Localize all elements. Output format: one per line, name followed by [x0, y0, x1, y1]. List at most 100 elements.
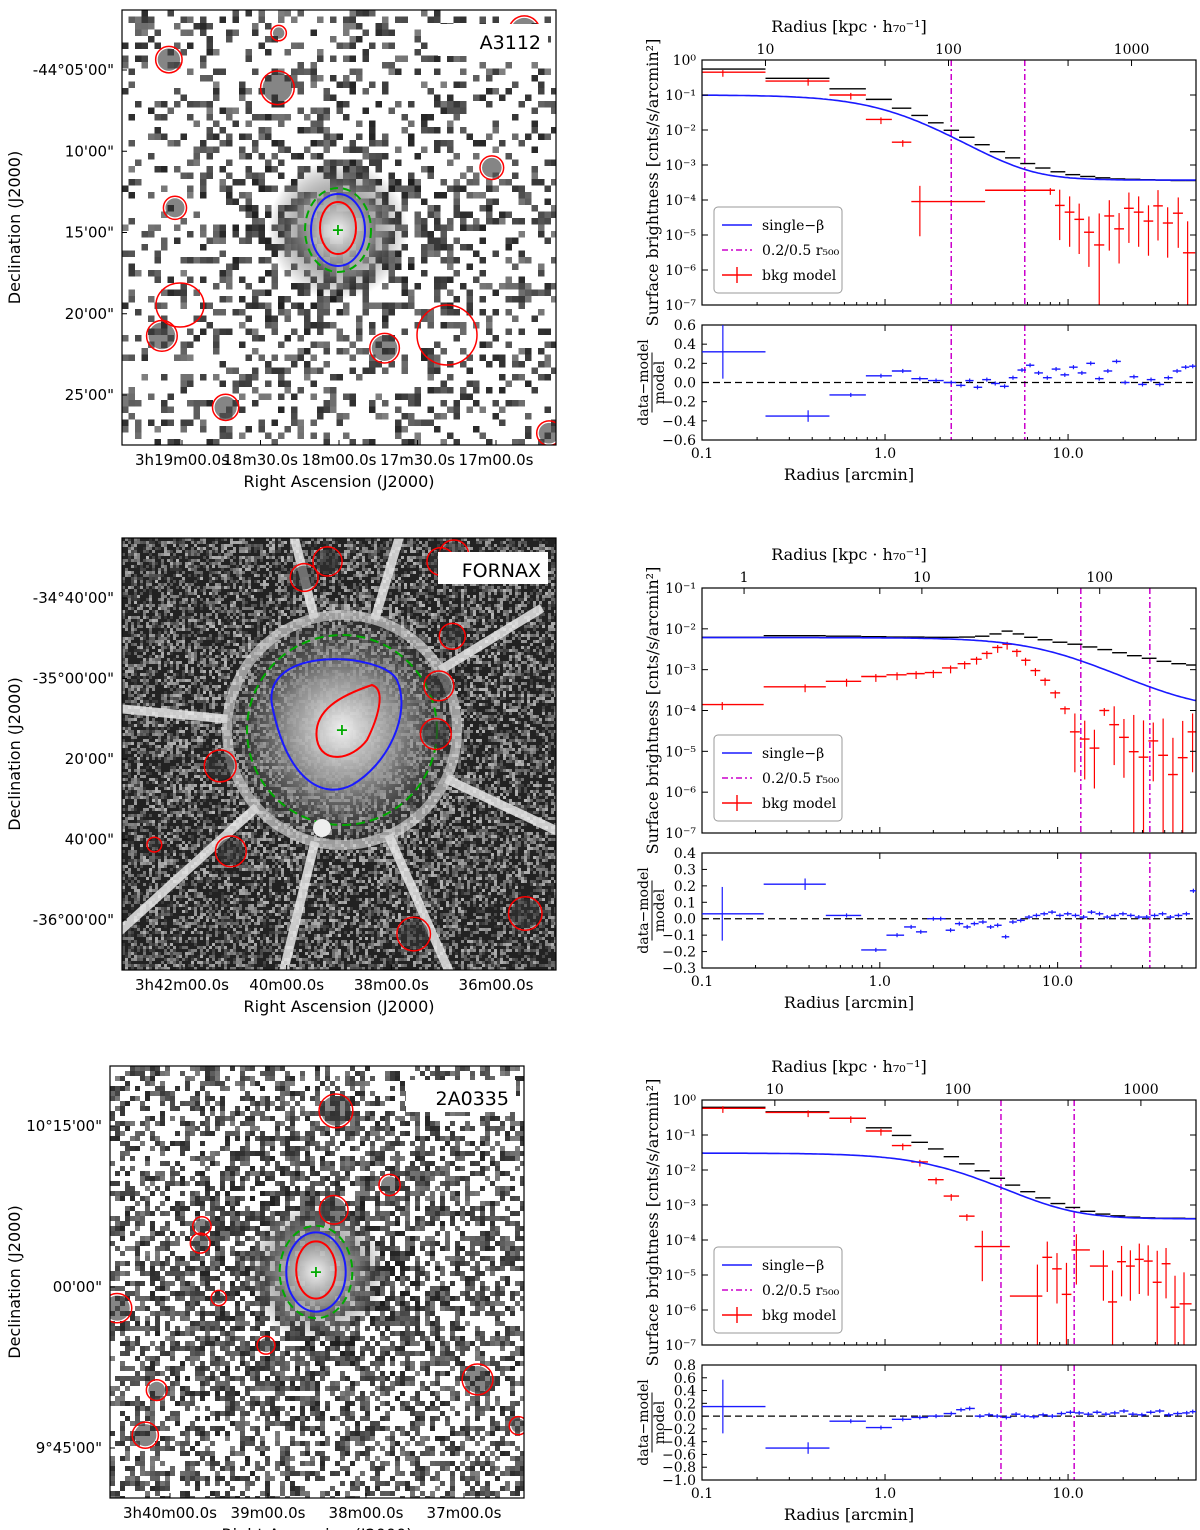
noise-pixel — [194, 646, 197, 649]
noise-pixel — [233, 562, 236, 565]
noise-pixel — [242, 613, 245, 616]
noise-pixel — [533, 625, 536, 628]
noise-pixel — [453, 101, 460, 108]
noise-pixel — [149, 577, 152, 580]
noise-pixel — [479, 140, 486, 147]
noise-pixel — [254, 547, 257, 550]
noise-pixel — [251, 607, 254, 610]
noise-pixel — [499, 387, 506, 394]
noise-pixel — [296, 607, 299, 610]
noise-pixel — [476, 631, 479, 634]
noise-pixel — [485, 541, 488, 544]
noise-pixel — [219, 361, 226, 368]
noise-pixel — [545, 541, 548, 544]
noise-pixel — [134, 616, 137, 619]
noise-pixel — [258, 289, 265, 296]
noise-pixel — [284, 577, 287, 580]
noise-pixel — [154, 426, 161, 433]
noise-pixel — [362, 153, 369, 160]
noise-pixel — [200, 62, 207, 69]
noise-pixel — [271, 276, 278, 283]
noise-pixel — [421, 315, 428, 322]
noise-pixel — [440, 231, 447, 238]
noise-pixel — [421, 270, 428, 277]
noise-pixel — [173, 574, 176, 577]
noise-pixel — [167, 140, 174, 147]
noise-pixel — [473, 179, 480, 186]
noise-pixel — [154, 257, 161, 264]
noise-pixel — [500, 541, 503, 544]
noise-pixel — [330, 406, 337, 413]
noise-pixel — [421, 146, 428, 153]
noise-pixel — [388, 68, 395, 75]
noise-pixel — [161, 237, 168, 244]
noise-pixel — [140, 604, 143, 607]
noise-pixel — [213, 68, 220, 75]
noise-pixel — [554, 544, 556, 547]
noise-pixel — [455, 592, 458, 595]
noise-pixel — [473, 595, 476, 598]
noise-pixel — [311, 553, 314, 556]
noise-pixel — [413, 541, 416, 544]
noise-pixel — [538, 309, 545, 316]
noise-pixel — [349, 81, 356, 88]
noise-pixel — [296, 598, 299, 601]
noise-pixel — [278, 393, 285, 400]
noise-pixel — [314, 550, 317, 553]
noise-pixel — [173, 538, 176, 541]
noise-pixel — [224, 580, 227, 583]
noise-pixel — [218, 640, 221, 643]
noise-pixel — [479, 309, 486, 316]
noise-pixel — [382, 140, 389, 147]
noise-pixel — [314, 589, 317, 592]
noise-pixel — [200, 577, 203, 580]
noise-pixel — [447, 250, 454, 257]
noise-pixel — [461, 595, 464, 598]
noise-pixel — [408, 400, 415, 407]
noise-pixel — [382, 309, 389, 316]
noise-pixel — [453, 198, 460, 205]
noise-pixel — [224, 631, 227, 634]
noise-pixel — [197, 619, 200, 622]
noise-pixel — [248, 619, 251, 622]
noise-pixel — [434, 68, 441, 75]
noise-pixel — [252, 114, 259, 121]
noise-pixel — [173, 622, 176, 625]
noise-pixel — [245, 631, 248, 634]
noise-pixel — [380, 559, 383, 562]
noise-pixel — [453, 55, 460, 62]
noise-pixel — [491, 547, 494, 550]
noise-pixel — [375, 23, 382, 30]
noise-pixel — [200, 631, 203, 634]
noise-pixel — [158, 598, 161, 601]
noise-pixel — [188, 625, 191, 628]
noise-pixel — [137, 586, 140, 589]
noise-pixel — [242, 565, 245, 568]
noise-pixel — [428, 583, 431, 586]
noise-pixel — [293, 601, 296, 604]
noise-pixel — [443, 586, 446, 589]
noise-pixel — [281, 580, 284, 583]
noise-pixel — [538, 328, 545, 335]
noise-pixel — [551, 88, 556, 95]
noise-pixel — [278, 625, 281, 628]
noise-pixel — [437, 604, 440, 607]
noise-pixel — [164, 613, 167, 616]
noise-pixel — [499, 406, 506, 413]
noise-pixel — [369, 159, 376, 166]
noise-pixel — [350, 559, 353, 562]
noise-pixel — [170, 562, 173, 565]
noise-pixel — [158, 613, 161, 616]
noise-pixel — [278, 556, 281, 559]
noise-pixel — [362, 562, 365, 565]
noise-pixel — [401, 127, 408, 134]
noise-pixel — [218, 565, 221, 568]
noise-pixel — [287, 616, 290, 619]
noise-pixel — [125, 643, 128, 646]
noise-pixel — [368, 553, 371, 556]
noise-pixel — [209, 550, 212, 553]
noise-pixel — [191, 658, 194, 661]
noise-pixel — [299, 595, 302, 598]
noise-pixel — [180, 94, 187, 101]
noise-pixel — [362, 146, 369, 153]
